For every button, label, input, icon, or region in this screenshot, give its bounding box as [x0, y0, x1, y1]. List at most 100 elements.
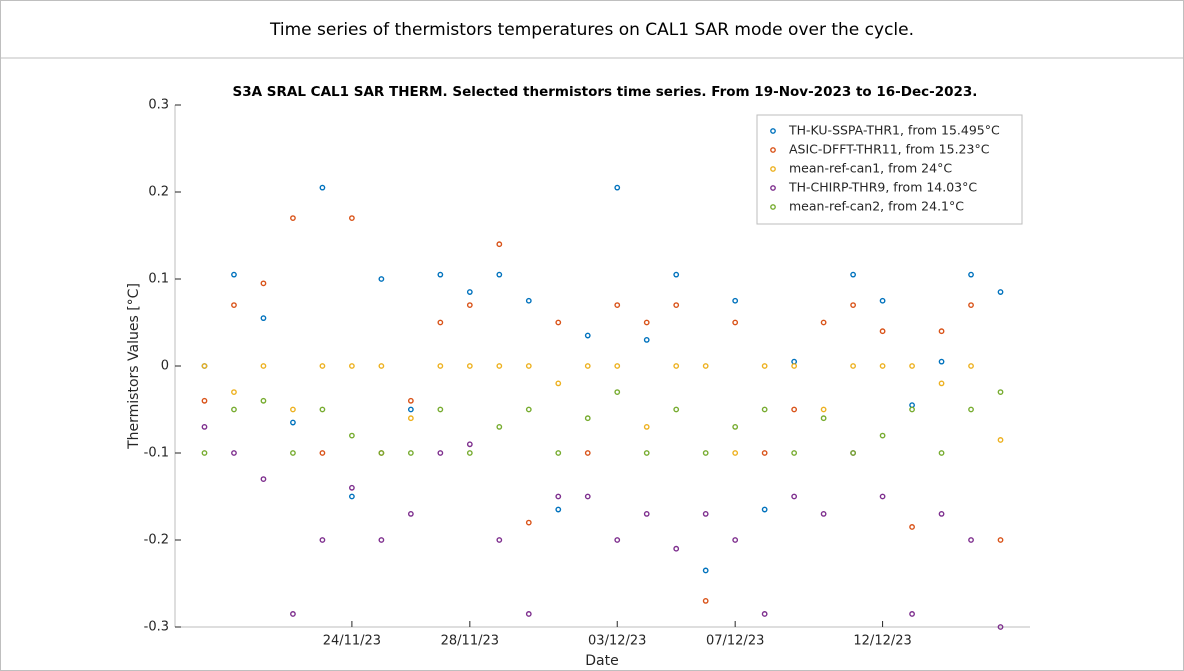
point: [231, 271, 237, 278]
point: [260, 315, 267, 322]
y-tick-label: -0.1: [144, 446, 169, 461]
point: [201, 397, 208, 404]
point: [201, 363, 208, 369]
y-tick-label: 0.3: [148, 98, 169, 113]
point: [348, 215, 355, 222]
point: [437, 450, 444, 456]
point: [319, 363, 326, 369]
legend-label: mean-ref-can2, from 24.1°C: [789, 199, 964, 214]
point: [643, 423, 650, 430]
point: [879, 363, 886, 369]
point: [525, 519, 532, 526]
point: [525, 363, 532, 369]
point: [496, 537, 503, 543]
point: [260, 397, 267, 404]
point: [643, 319, 650, 326]
legend-box: [756, 114, 1023, 225]
point: [407, 511, 414, 517]
point: [378, 450, 385, 456]
point: [938, 450, 945, 456]
point: [879, 432, 886, 439]
point: [290, 419, 296, 426]
point: [378, 537, 385, 543]
point: [201, 450, 208, 456]
point: [407, 450, 414, 456]
point: [555, 380, 562, 387]
point: [496, 271, 503, 278]
point: [820, 511, 827, 517]
point: [938, 358, 945, 365]
point: [997, 389, 1004, 395]
point: [761, 406, 768, 413]
point: [525, 297, 532, 304]
point: [555, 319, 562, 326]
point: [820, 406, 827, 413]
point: [879, 328, 886, 335]
x-tick-label: 28/11/23: [441, 634, 499, 649]
chart-title: S3A SRAL CAL1 SAR THERM. Selected thermi…: [233, 84, 978, 100]
point: [997, 437, 1004, 443]
point: [820, 415, 827, 422]
point: [319, 184, 326, 191]
point: [348, 493, 355, 500]
point: [525, 406, 532, 413]
point: [614, 302, 621, 308]
point: [201, 423, 208, 430]
point: [997, 537, 1004, 543]
y-tick-label: 0: [161, 359, 169, 374]
y-tick-label: 0.2: [148, 185, 169, 200]
point: [437, 406, 444, 413]
point: [732, 319, 739, 326]
point: [850, 450, 857, 456]
point: [761, 506, 768, 513]
point: [407, 415, 414, 422]
legend: TH-KU-SSPA-THR1, from 15.495°C ASIC-DFFT-…: [756, 114, 1023, 225]
point: [791, 406, 798, 413]
y-tick-label: -0.3: [144, 620, 169, 635]
point: [761, 611, 768, 617]
point: [761, 363, 768, 369]
point: [231, 302, 237, 308]
point: [378, 276, 385, 282]
legend-label: mean-ref-can1, from 24°C: [789, 161, 952, 176]
point: [231, 389, 237, 395]
point: [673, 545, 680, 552]
legend-marker: [770, 128, 776, 134]
point: [584, 332, 591, 339]
legend-marker: [770, 166, 776, 172]
point: [496, 241, 503, 248]
point: [231, 450, 237, 456]
point: [231, 406, 237, 413]
point: [732, 537, 739, 543]
point: [643, 336, 650, 343]
point: [909, 363, 915, 369]
point: [496, 423, 503, 430]
y-axis-label: Thermistors Values [°C]: [126, 283, 142, 450]
point: [290, 406, 296, 413]
legend-label: ASIC-DFFT-THR11, from 15.23°C: [789, 142, 990, 157]
point: [466, 441, 473, 448]
legend-label: TH-CHIRP-THR9, from 14.03°C: [788, 180, 977, 195]
point: [850, 271, 857, 278]
point: [732, 297, 739, 304]
x-tick-label: 24/11/23: [323, 634, 381, 649]
point: [407, 397, 414, 404]
point: [555, 506, 562, 513]
point: [938, 511, 945, 517]
point: [348, 363, 355, 369]
point: [820, 319, 827, 326]
point: [319, 537, 326, 543]
point: [407, 406, 414, 413]
point: [260, 280, 267, 287]
point: [909, 611, 915, 617]
point: [968, 302, 974, 308]
point: [997, 624, 1004, 630]
point: [702, 567, 709, 574]
point: [555, 493, 562, 500]
point: [791, 363, 798, 369]
point: [614, 184, 621, 191]
point: [673, 302, 680, 308]
point: [290, 450, 296, 456]
x-tick-label: 12/12/23: [853, 634, 911, 649]
